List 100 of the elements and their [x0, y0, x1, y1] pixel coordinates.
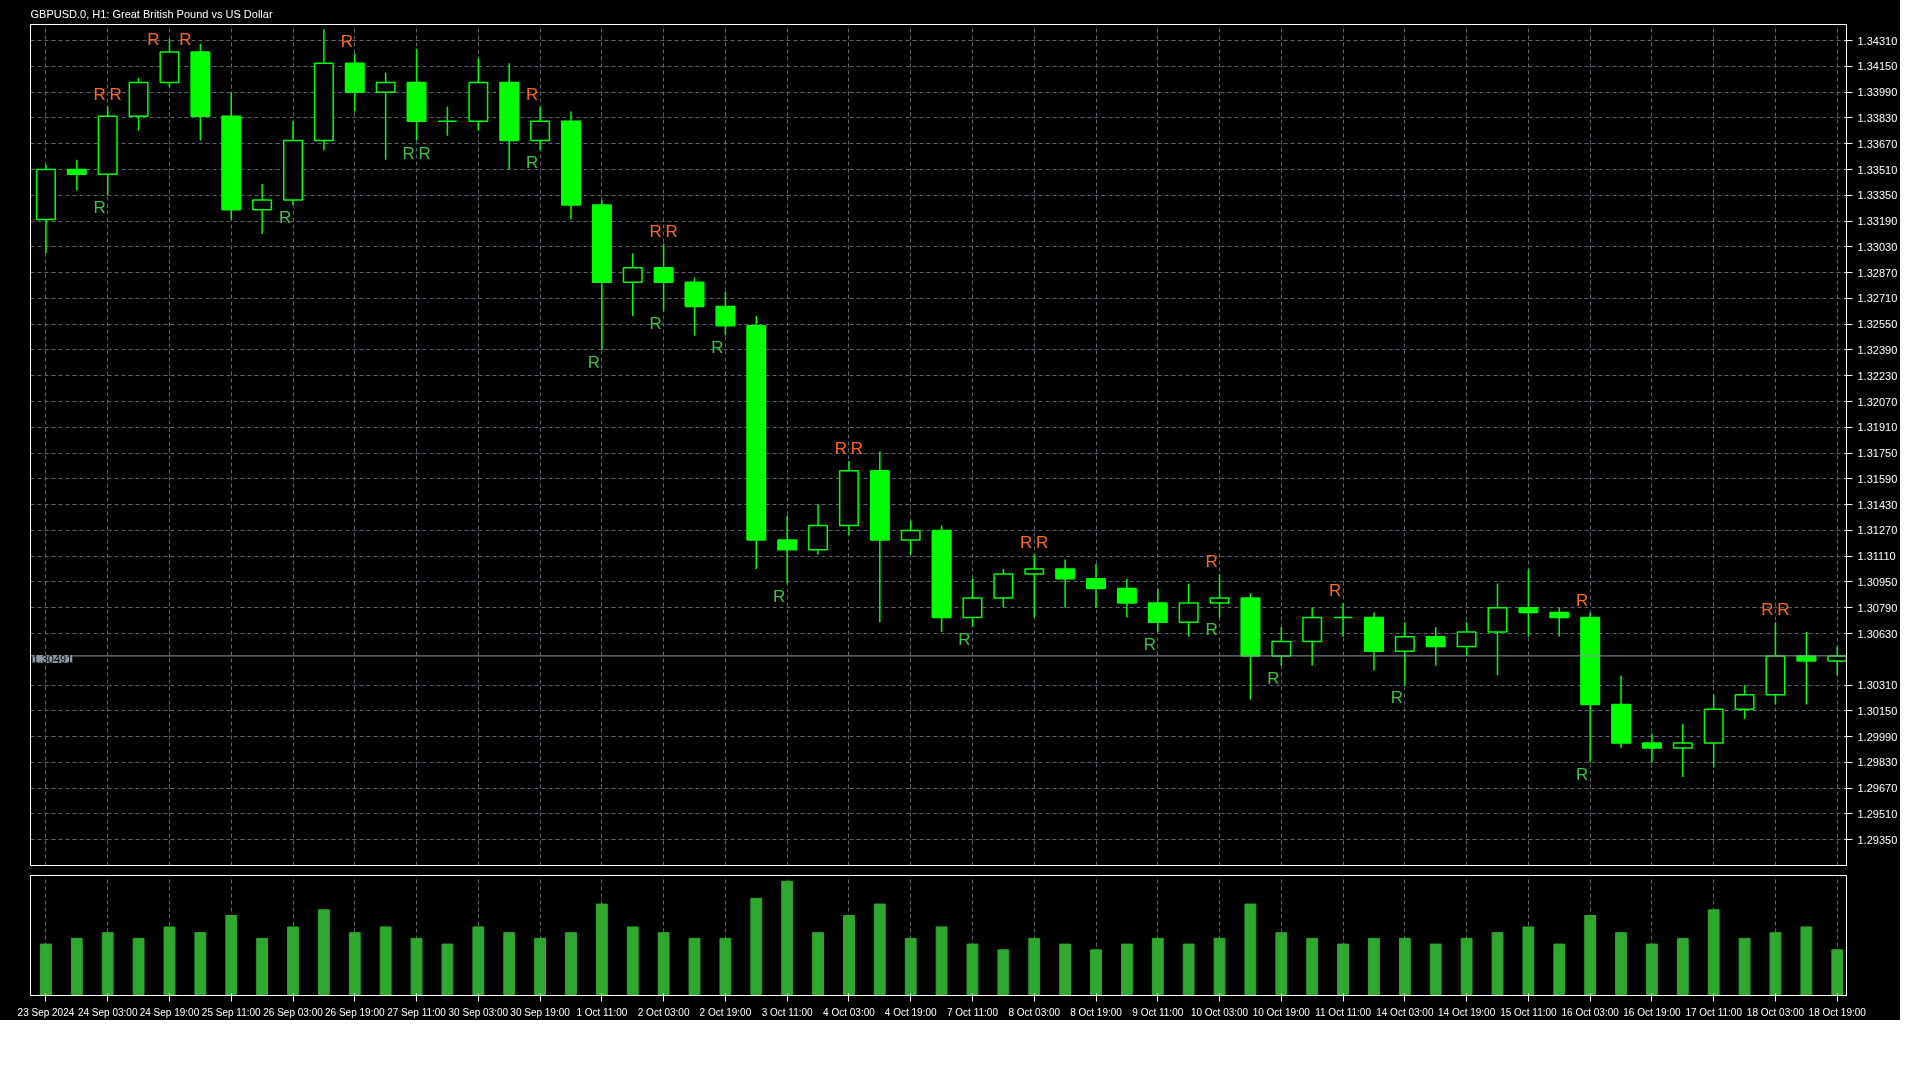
annotation: R	[665, 221, 678, 241]
x-tick-label: 24 Sep 03:00	[77, 1006, 138, 1018]
bar	[812, 932, 824, 996]
y-tick-label: 1.33510	[1857, 163, 1898, 176]
bar	[1738, 937, 1751, 996]
bar	[1151, 937, 1164, 996]
annotation: R	[525, 84, 539, 104]
candlestick	[1333, 602, 1354, 638]
y-tick-label: 1.33990	[1857, 86, 1898, 99]
y-tick-label: 1.29670	[1857, 782, 1898, 795]
x-tick-label: 25 Sep 11:00	[201, 1006, 262, 1018]
candlestick	[530, 105, 551, 151]
bar	[348, 932, 361, 996]
x-tick-label: 26 Sep 03:00	[263, 1006, 324, 1018]
candlestick	[1549, 606, 1570, 638]
x-tick-label: 30 Sep 19:00	[510, 1006, 571, 1018]
candlestick	[1024, 553, 1045, 619]
bar	[719, 937, 732, 996]
x-tick-label: 18 Oct 19:00	[1808, 1006, 1867, 1018]
y-tick-label: 1.31110	[1857, 550, 1896, 563]
x-tick-label: 2 Oct 03:00	[637, 1006, 690, 1018]
bar	[132, 937, 145, 996]
candlestick	[252, 183, 273, 235]
x-tick-label: 18 Oct 03:00	[1746, 1006, 1805, 1018]
x-tick-label: 4 Oct 19:00	[884, 1006, 937, 1018]
candlestick	[1116, 577, 1137, 619]
candlestick	[1178, 582, 1199, 638]
y-tick-label: 1.32870	[1857, 266, 1898, 279]
x-tick-label: 24 Sep 19:00	[139, 1006, 200, 1018]
candlestick	[1394, 621, 1415, 686]
bar	[225, 915, 238, 996]
bar	[441, 943, 454, 996]
bar	[472, 926, 485, 996]
y-tick-label: 1.33350	[1857, 189, 1898, 202]
y-tick-label: 1.31910	[1857, 421, 1898, 434]
bar	[1090, 949, 1102, 996]
candlestick	[715, 291, 736, 337]
bar	[1059, 943, 1072, 996]
candlestick	[1085, 563, 1107, 609]
bar	[503, 932, 516, 996]
bar	[194, 932, 207, 996]
candlestick	[1672, 722, 1693, 778]
bar	[1306, 937, 1319, 996]
x-tick-label: 9 Oct 11:00	[1132, 1006, 1184, 1018]
candlestick	[1518, 568, 1539, 638]
annotation: R	[93, 84, 106, 104]
annotation: R	[1576, 590, 1589, 610]
x-tick-label: 14 Oct 19:00	[1437, 1006, 1496, 1018]
y-tick-label: 1.31750	[1857, 447, 1898, 460]
x-tick-label: 17 Oct 11:00	[1685, 1006, 1743, 1018]
y-tick-label: 1.33030	[1857, 240, 1898, 253]
bar	[70, 937, 83, 996]
y-tick-label: 1.31270	[1857, 524, 1898, 537]
bar	[1522, 926, 1535, 996]
y-tick-label: 1.34150	[1857, 60, 1898, 73]
bar	[843, 915, 855, 996]
x-tick-label: 14 Oct 03:00	[1376, 1006, 1434, 1018]
x-tick-label: 7 Oct 11:00	[946, 1006, 999, 1018]
y-tick-label: 1.30310	[1857, 679, 1898, 692]
x-tick-label: 10 Oct 19:00	[1252, 1006, 1311, 1018]
annotation: R	[340, 31, 353, 51]
bar	[873, 903, 886, 996]
bar	[1646, 943, 1658, 996]
candlestick	[1425, 626, 1446, 667]
x-tick-label: 30 Sep 03:00	[448, 1006, 509, 1018]
y-tick-label: 1.30630	[1857, 627, 1898, 640]
bar	[626, 926, 639, 996]
bar	[1182, 943, 1195, 996]
bar	[1676, 937, 1689, 996]
x-tick-label: 4 Oct 03:00	[823, 1006, 876, 1018]
y-tick-label: 1.32710	[1857, 292, 1898, 305]
bar	[565, 932, 577, 996]
y-tick-label: 1.32230	[1857, 369, 1898, 382]
bar	[1398, 937, 1411, 996]
bar	[1120, 943, 1133, 996]
x-tick-label: 2 Oct 19:00	[699, 1006, 752, 1018]
annotation: R	[711, 338, 724, 358]
bar	[163, 926, 176, 996]
candlestick	[622, 252, 643, 317]
y-tick-label: 1.32070	[1857, 395, 1898, 408]
candlestick	[1055, 558, 1076, 609]
bar	[40, 943, 52, 996]
annotation: R	[1390, 688, 1403, 708]
bar	[318, 909, 330, 996]
bar	[256, 937, 269, 996]
bar	[1213, 937, 1226, 996]
annotation: R	[834, 439, 848, 459]
y-tick-label: 1.30950	[1857, 575, 1898, 588]
bar	[287, 926, 299, 996]
bar	[657, 932, 670, 996]
bar	[904, 937, 917, 996]
y-tick-label: 1.29510	[1857, 807, 1898, 820]
candlestick	[1641, 732, 1662, 764]
bar	[1028, 937, 1041, 996]
annotation: R	[1761, 600, 1774, 620]
ref-line-label: 1.30491	[32, 652, 73, 665]
bar	[1491, 932, 1504, 996]
y-tick-label: 1.33670	[1857, 137, 1898, 150]
bar	[1337, 943, 1349, 996]
x-tick-label: 10 Oct 03:00	[1190, 1006, 1249, 1018]
